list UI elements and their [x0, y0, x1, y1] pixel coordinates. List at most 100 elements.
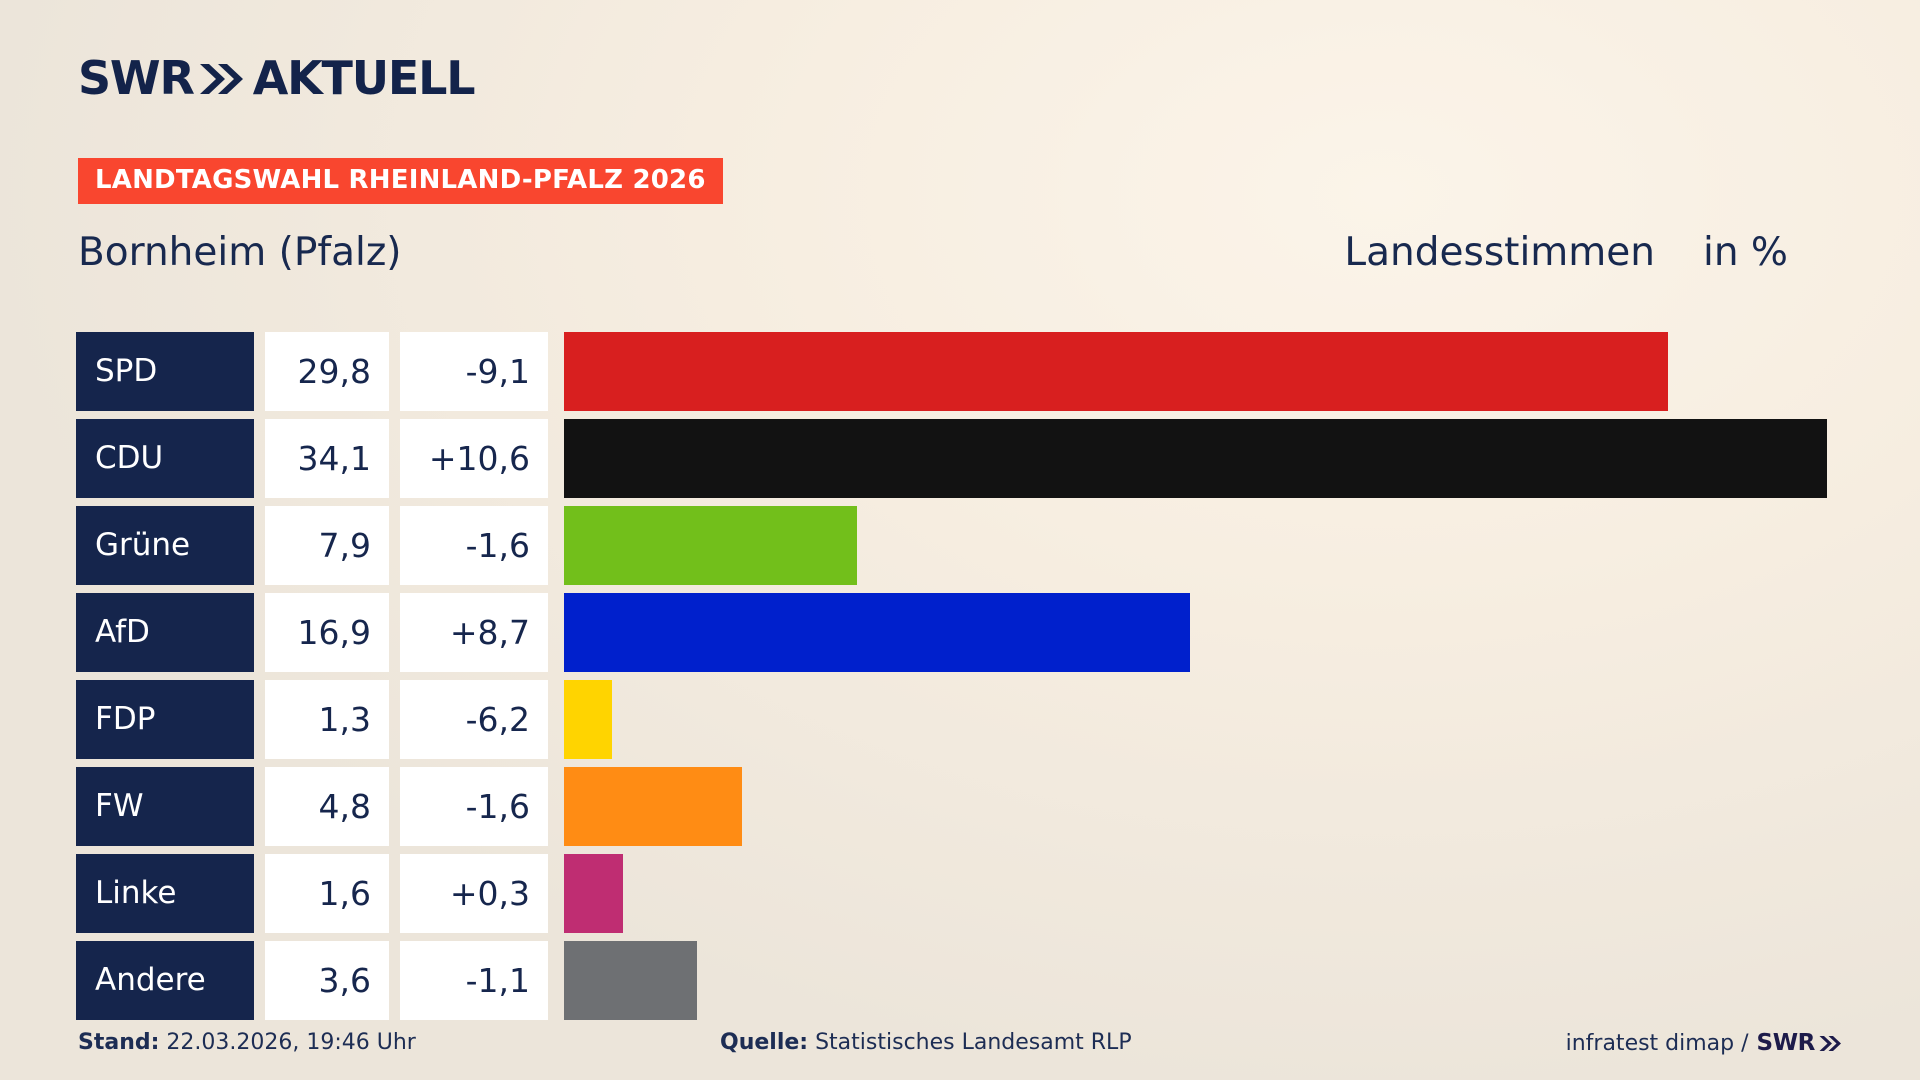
bar-track: [564, 593, 1846, 672]
table-row: Grüne 7,9 -1,6: [76, 506, 1846, 585]
spacer: [389, 680, 400, 759]
party-name: Grüne: [95, 527, 191, 563]
table-row: FDP 1,3 -6,2: [76, 680, 1846, 759]
election-banner: LANDTAGSWAHL RHEINLAND-PFALZ 2026: [78, 158, 723, 204]
source-value: Statistisches Landesamt RLP: [815, 1030, 1132, 1055]
party-label-cell: SPD: [76, 332, 254, 411]
credit-text: infratest dimap /: [1565, 1030, 1749, 1056]
share-value-cell: 1,6: [265, 854, 389, 933]
spacer: [389, 767, 400, 846]
table-row: Andere 3,6 -1,1: [76, 941, 1846, 1020]
share-value-cell: 7,9: [265, 506, 389, 585]
spacer: [548, 506, 564, 585]
logo-swr-text: SWR: [78, 51, 195, 105]
spacer: [389, 332, 400, 411]
timestamp: Stand: 22.03.2026, 19:46 Uhr: [78, 1032, 416, 1054]
change-value-cell: +8,7: [400, 593, 548, 672]
party-label-cell: Linke: [76, 854, 254, 933]
result-bar: [564, 332, 1669, 411]
bar-track: [564, 680, 1846, 759]
bar-track: [564, 854, 1846, 933]
logo-aktuell-text: AKTUELL: [252, 51, 476, 105]
results-bar-chart: SPD 29,8 -9,1 CDU 34,1 +10,6 Grüne 7,9 -…: [76, 332, 1846, 1028]
result-bar: [564, 767, 742, 846]
result-bar: [564, 593, 1191, 672]
share-value-cell: 4,8: [265, 767, 389, 846]
spacer: [254, 332, 265, 411]
change-value-cell: -9,1: [400, 332, 548, 411]
source: Quelle: Statistisches Landesamt RLP: [720, 1032, 1132, 1054]
bar-track: [564, 506, 1846, 585]
swr-aktuell-logo: SWR AKTUELL: [78, 51, 476, 105]
share-value-cell: 16,9: [265, 593, 389, 672]
stand-label: Stand:: [78, 1030, 160, 1055]
share-value-cell: 1,3: [265, 680, 389, 759]
change-value-cell: +10,6: [400, 419, 548, 498]
municipality-name: Bornheim (Pfalz): [78, 229, 402, 275]
credits: infratest dimap / SWR: [1566, 1032, 1842, 1055]
party-label-cell: FW: [76, 767, 254, 846]
table-row: FW 4,8 -1,6: [76, 767, 1846, 846]
party-label-cell: Andere: [76, 941, 254, 1020]
result-bar: [564, 854, 624, 933]
result-bar: [564, 506, 857, 585]
party-name: CDU: [95, 440, 164, 476]
spacer: [254, 767, 265, 846]
footer: Stand: 22.03.2026, 19:46 Uhr Quelle: Sta…: [78, 1032, 1842, 1066]
party-name: Andere: [95, 962, 206, 998]
share-value-cell: 29,8: [265, 332, 389, 411]
spacer: [254, 419, 265, 498]
stand-value: 22.03.2026, 19:46 Uhr: [166, 1030, 416, 1055]
spacer: [254, 941, 265, 1020]
source-label: Quelle:: [720, 1030, 809, 1055]
spacer: [389, 854, 400, 933]
bar-track: [564, 767, 1846, 846]
change-value-cell: -1,6: [400, 506, 548, 585]
spacer: [254, 593, 265, 672]
party-name: AfD: [95, 614, 150, 650]
bar-track: [564, 941, 1846, 1020]
spacer: [548, 332, 564, 411]
party-label-cell: Grüne: [76, 506, 254, 585]
spacer: [548, 941, 564, 1020]
change-value-cell: -1,6: [400, 767, 548, 846]
spacer: [254, 680, 265, 759]
result-bar: [564, 680, 613, 759]
spacer: [389, 593, 400, 672]
party-label-cell: AfD: [76, 593, 254, 672]
spacer: [389, 419, 400, 498]
change-value-cell: -6,2: [400, 680, 548, 759]
table-row: AfD 16,9 +8,7: [76, 593, 1846, 672]
spacer: [389, 941, 400, 1020]
change-value-cell: -1,1: [400, 941, 548, 1020]
party-label-cell: FDP: [76, 680, 254, 759]
spacer: [254, 854, 265, 933]
change-value-cell: +0,3: [400, 854, 548, 933]
spacer: [548, 854, 564, 933]
spacer: [254, 506, 265, 585]
party-name: FDP: [95, 701, 156, 737]
share-value-cell: 34,1: [265, 419, 389, 498]
party-name: FW: [95, 788, 144, 824]
unit-label: in %: [1702, 229, 1788, 275]
party-name: SPD: [95, 353, 158, 389]
share-value-cell: 3,6: [265, 941, 389, 1020]
result-bar: [564, 941, 698, 1020]
double-chevron-right-icon: [1818, 1035, 1842, 1057]
table-row: SPD 29,8 -9,1: [76, 332, 1846, 411]
party-name: Linke: [95, 875, 177, 911]
bar-track: [564, 332, 1846, 411]
result-bar: [564, 419, 1828, 498]
party-label-cell: CDU: [76, 419, 254, 498]
vote-type-group: Landesstimmen in %: [1344, 233, 1842, 272]
bar-track: [564, 419, 1846, 498]
table-row: Linke 1,6 +0,3: [76, 854, 1846, 933]
spacer: [389, 506, 400, 585]
vote-type-label: Landesstimmen: [1344, 229, 1655, 275]
credit-swr-text: SWR: [1756, 1030, 1816, 1056]
spacer: [548, 767, 564, 846]
table-row: CDU 34,1 +10,6: [76, 419, 1846, 498]
spacer: [548, 419, 564, 498]
spacer: [548, 680, 564, 759]
